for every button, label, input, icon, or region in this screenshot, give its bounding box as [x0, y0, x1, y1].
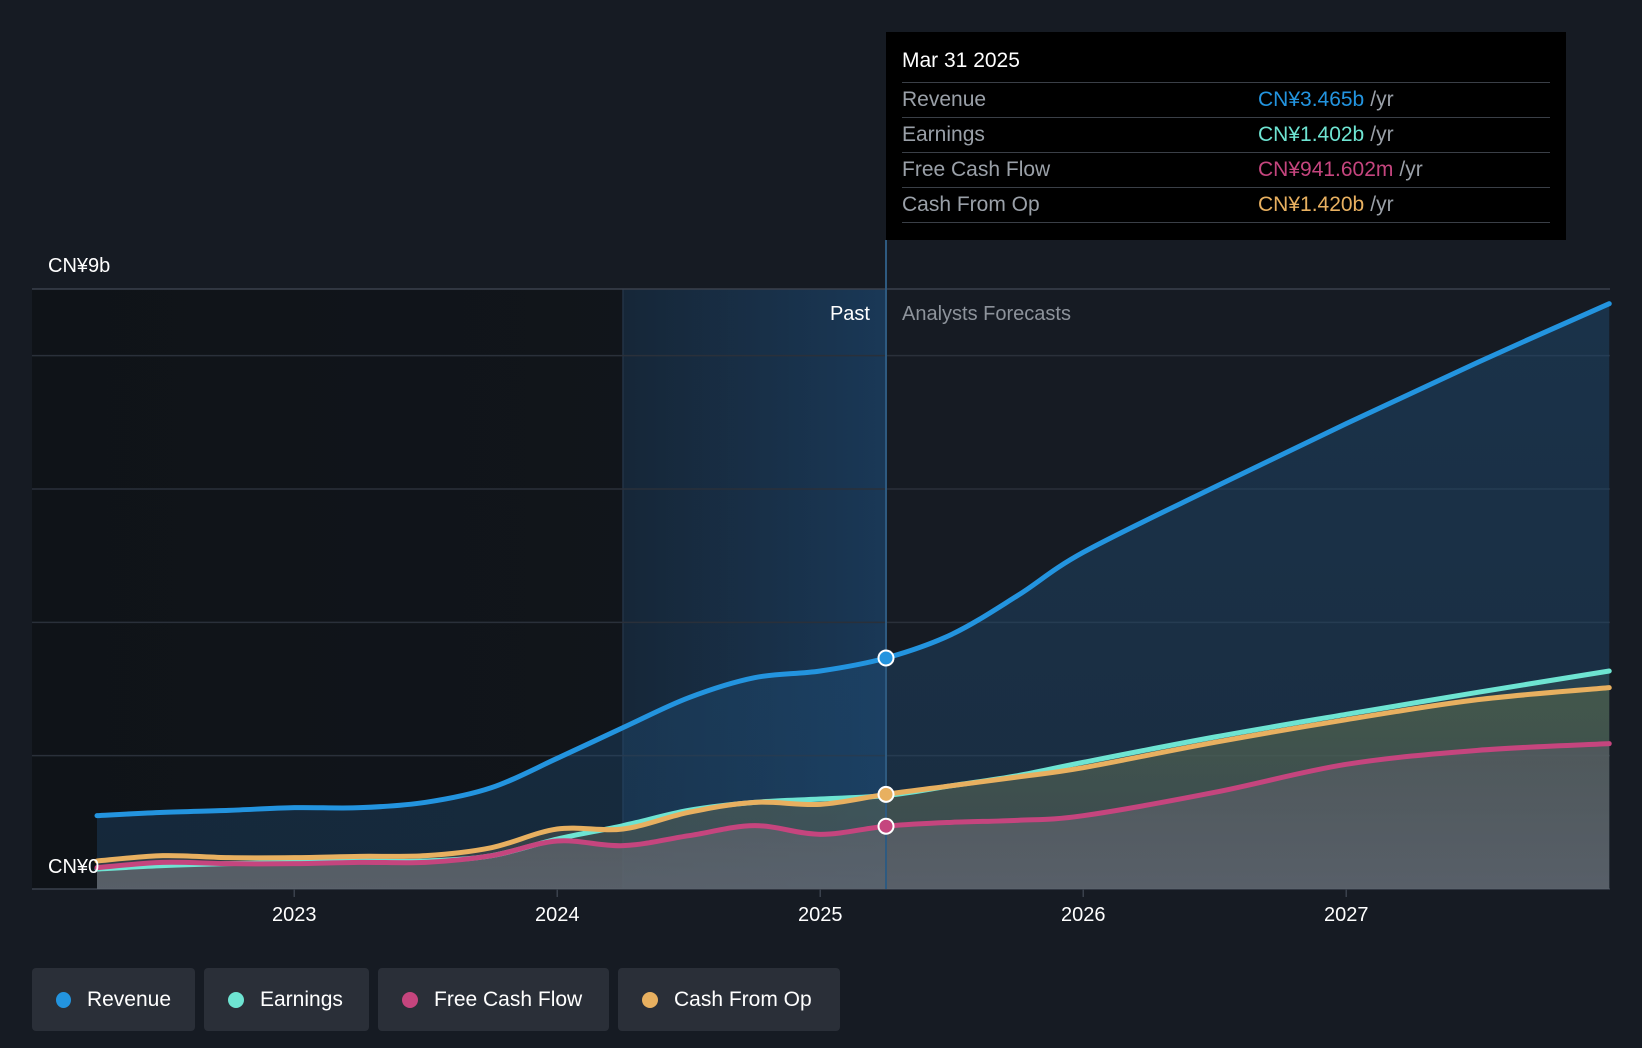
x-tick-label: 2027 — [1324, 904, 1369, 926]
forecast-label: Analysts Forecasts — [902, 303, 1071, 325]
tooltip-row-revenue: Revenue CN¥3.465b /yr — [902, 83, 1550, 118]
x-tick-label: 2025 — [798, 904, 843, 926]
tooltip-label: Cash From Op — [902, 193, 1040, 216]
tooltip-unit: /yr — [1370, 123, 1394, 146]
x-tick-label: 2023 — [272, 904, 317, 926]
cfo-marker — [877, 785, 895, 803]
tooltip-row-fcf: Free Cash Flow CN¥941.602m /yr — [902, 153, 1550, 188]
tooltip: Mar 31 2025 Revenue CN¥3.465b /yr Earnin… — [886, 32, 1566, 240]
revenue-line — [94, 301, 1612, 819]
tooltip-value: CN¥3.465b — [1258, 88, 1365, 111]
x-tick-label: 2024 — [535, 904, 580, 926]
cfo-line — [94, 685, 1612, 864]
tooltip-unit: /yr — [1370, 193, 1394, 216]
legend-item-earnings[interactable]: Earnings — [204, 968, 369, 1031]
tooltip-value: CN¥1.420b — [1258, 193, 1365, 216]
tooltip-unit: /yr — [1370, 88, 1394, 111]
legend-item-fcf[interactable]: Free Cash Flow — [378, 968, 609, 1031]
revenue-dot-icon — [56, 991, 71, 1008]
y-axis-bottom-label: CN¥0 — [48, 856, 99, 878]
legend-item-revenue[interactable]: Revenue — [32, 968, 195, 1031]
fcf-area — [97, 743, 1610, 889]
tooltip-row-cfo: Cash From Op CN¥1.420b /yr — [902, 188, 1550, 223]
tooltip-label: Free Cash Flow — [902, 158, 1051, 181]
tooltip-row-earnings: Earnings CN¥1.402b /yr — [902, 118, 1550, 153]
tooltip-value: CN¥941.602m — [1258, 158, 1394, 181]
tooltip-label: Earnings — [902, 123, 985, 146]
tooltip-unit: /yr — [1399, 158, 1423, 181]
tooltip-label: Revenue — [902, 88, 987, 111]
earnings-dot-icon — [228, 991, 244, 1008]
area-fills — [97, 303, 1610, 890]
legend-label: Free Cash Flow — [434, 987, 583, 1011]
legend: Revenue Earnings Free Cash Flow Cash Fro… — [32, 968, 840, 1031]
y-axis-top-label: CN¥9b — [48, 255, 110, 277]
legend-item-cfo[interactable]: Cash From Op — [618, 968, 840, 1031]
legend-label: Revenue — [86, 987, 171, 1011]
revenue-marker — [877, 649, 895, 667]
fcf-marker — [877, 817, 895, 835]
present-markers — [877, 649, 895, 835]
fcf-dot-icon — [402, 991, 418, 1008]
cfo-dot-icon — [642, 991, 658, 1008]
series-lines — [94, 301, 1612, 872]
fcf-line — [94, 741, 1612, 871]
legend-label: Earnings — [260, 987, 343, 1011]
tooltip-date: Mar 31 2025 — [902, 46, 1550, 83]
legend-label: Cash From Op — [674, 987, 812, 1011]
past-label: Past — [830, 303, 870, 325]
x-axis: 2023 2024 2025 2026 2027 — [272, 889, 1369, 926]
tooltip-value: CN¥1.402b — [1258, 123, 1365, 146]
x-tick-label: 2026 — [1061, 904, 1106, 926]
